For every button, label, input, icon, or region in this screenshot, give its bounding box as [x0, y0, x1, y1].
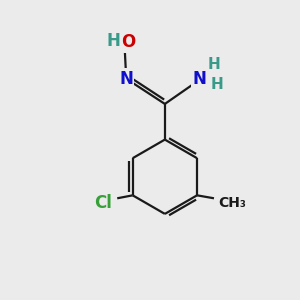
Text: O: O — [121, 33, 135, 51]
Text: H: H — [106, 32, 120, 50]
Text: H: H — [211, 77, 223, 92]
Text: N: N — [192, 70, 206, 88]
Text: N: N — [119, 70, 133, 88]
Text: Cl: Cl — [94, 194, 112, 212]
Text: H: H — [208, 57, 220, 72]
Text: CH₃: CH₃ — [218, 196, 246, 210]
